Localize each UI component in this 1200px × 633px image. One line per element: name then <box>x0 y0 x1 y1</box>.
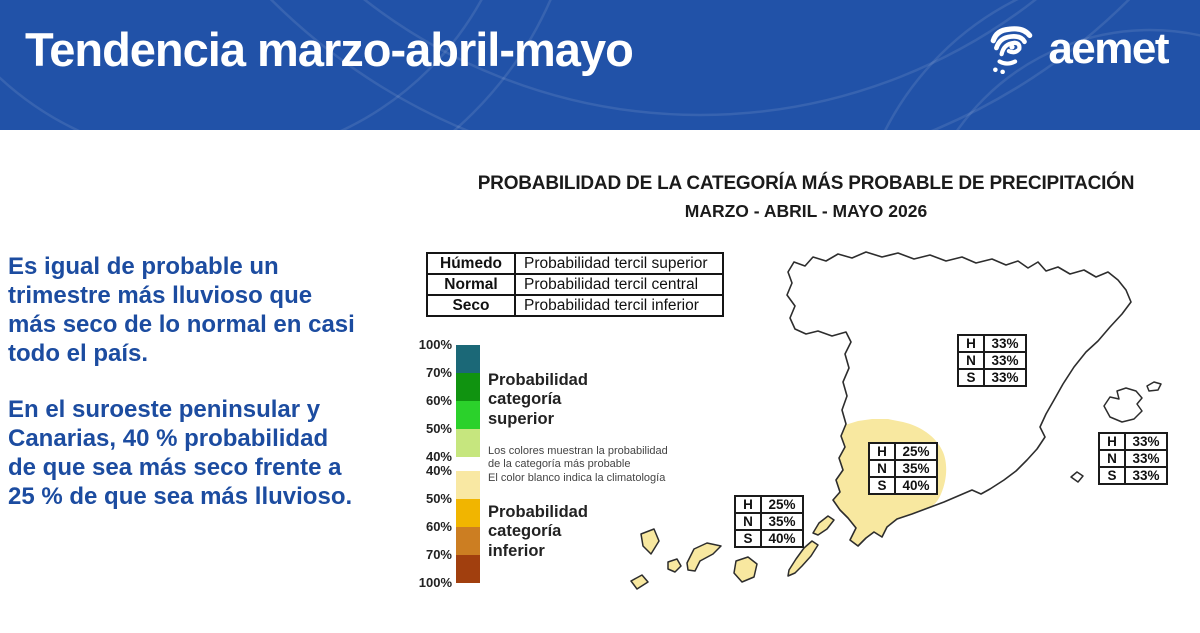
tercile-category: Seco <box>426 294 516 317</box>
header-decorative-arcs <box>0 0 1200 130</box>
prob-cell-value: 33% <box>1124 466 1168 485</box>
tercile-row: Húmedo Probabilidad tercil superior <box>426 252 724 275</box>
scale-segment <box>456 527 480 555</box>
prob-cell-code: H <box>868 442 896 461</box>
prob-cell-code: S <box>868 476 896 495</box>
tercile-category: Húmedo <box>426 252 516 275</box>
scale-segment <box>456 429 480 457</box>
prob-row: S 40% <box>868 476 938 495</box>
scale-tick-label: 70% <box>425 365 452 380</box>
color-scale: Probabilidad categoría superior Los colo… <box>408 337 728 595</box>
prob-cell-value: 40% <box>894 476 938 495</box>
scale-segment <box>456 345 480 373</box>
prob-cell-code: N <box>868 459 896 478</box>
prob-cell-value: 33% <box>983 334 1027 353</box>
prob-cell-code: N <box>957 351 985 370</box>
prob-row: S 33% <box>957 368 1027 387</box>
prob-cell-value: 40% <box>760 529 804 548</box>
prob-table-baleares: H 33% N 33% S 33% <box>1098 432 1168 485</box>
scale-segment <box>456 499 480 527</box>
scale-tick-label: 100% <box>418 337 452 352</box>
prob-cell-code: N <box>1098 449 1126 468</box>
tercile-description: Probabilidad tercil superior <box>514 252 724 275</box>
prob-row: S 40% <box>734 529 804 548</box>
prob-cell-code: H <box>734 495 762 514</box>
scale-segment <box>456 373 480 401</box>
prob-cell-code: H <box>1098 432 1126 451</box>
tercile-description: Probabilidad tercil central <box>514 273 724 296</box>
scale-segment <box>456 555 480 583</box>
scale-tick-label: 60% <box>425 519 452 534</box>
prob-cell-value: 33% <box>1124 449 1168 468</box>
prob-row: S 33% <box>1098 466 1168 485</box>
page-title: Tendencia marzo-abril-mayo <box>25 23 634 76</box>
prob-cell-value: 33% <box>1124 432 1168 451</box>
scale-tick-label: 50% <box>425 491 452 506</box>
prob-row: H 33% <box>957 334 1027 353</box>
aemet-logo: aemet <box>986 24 1169 74</box>
prob-cell-code: S <box>734 529 762 548</box>
scale-note: Los colores muestran la probabilidad de … <box>488 445 668 484</box>
prob-row: N 33% <box>1098 449 1168 468</box>
prob-row: N 35% <box>868 459 938 478</box>
aemet-logo-icon <box>990 26 1033 74</box>
balearic-islands <box>1070 381 1162 483</box>
prob-cell-code: S <box>957 368 985 387</box>
prob-cell-code: H <box>957 334 985 353</box>
aemet-logo-text: aemet <box>1048 24 1169 73</box>
summary-paragraph-1: Es igual de probable un trimestre más ll… <box>8 253 355 368</box>
prob-cell-value: 33% <box>983 368 1027 387</box>
prob-cell-code: N <box>734 512 762 531</box>
prob-cell-value: 25% <box>760 495 804 514</box>
tercile-table: Húmedo Probabilidad tercil superior Normal… <box>426 252 724 317</box>
scale-tick-label: 60% <box>425 393 452 408</box>
scale-tick-label: 40% <box>425 463 452 478</box>
prob-cell-value: 33% <box>983 351 1027 370</box>
peninsula-outline <box>786 251 1132 547</box>
prob-row: H 25% <box>734 495 804 514</box>
scale-tick-label: 50% <box>425 421 452 436</box>
scale-label-superior: Probabilidad categoría superior <box>488 371 588 428</box>
prob-row: N 33% <box>957 351 1027 370</box>
prob-cell-value: 35% <box>760 512 804 531</box>
header-banner: Tendencia marzo-abril-mayo aemet <box>0 0 1200 130</box>
scale-tick-label: 70% <box>425 547 452 562</box>
canary-islands <box>630 515 835 590</box>
prob-table-southwest: H 25% N 35% S 40% <box>868 442 938 495</box>
tercile-row: Seco Probabilidad tercil inferior <box>426 294 724 317</box>
prob-row: N 35% <box>734 512 804 531</box>
scale-tick-label: 100% <box>418 575 452 590</box>
prob-cell-value: 35% <box>894 459 938 478</box>
prob-row: H 33% <box>1098 432 1168 451</box>
scale-segment <box>456 401 480 429</box>
figure-title: PROBABILIDAD DE LA CATEGORÍA MÁS PROBABL… <box>477 173 1135 194</box>
prob-cell-code: S <box>1098 466 1126 485</box>
scale-label-inferior: Probabilidad categoría inferior <box>488 503 588 560</box>
tercile-row: Normal Probabilidad tercil central <box>426 273 724 296</box>
summary-paragraph-2: En el suroeste peninsular y Canarias, 40… <box>8 396 353 511</box>
prob-table-canarias: H 25% N 35% S 40% <box>734 495 804 548</box>
scale-segment <box>456 471 480 499</box>
prob-row: H 25% <box>868 442 938 461</box>
prob-cell-value: 25% <box>894 442 938 461</box>
figure-subtitle: MARZO - ABRIL - MAYO 2026 <box>684 201 928 221</box>
prob-table-peninsula: H 33% N 33% S 33% <box>957 334 1027 387</box>
tercile-category: Normal <box>426 273 516 296</box>
tercile-description: Probabilidad tercil inferior <box>514 294 724 317</box>
scale-tick-label: 40% <box>425 449 452 464</box>
